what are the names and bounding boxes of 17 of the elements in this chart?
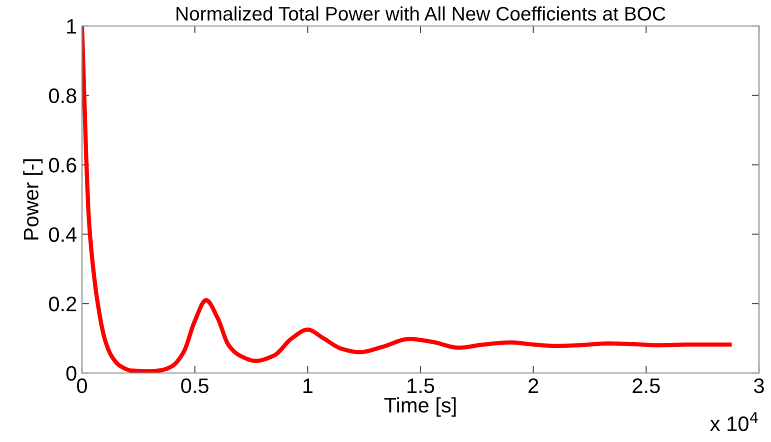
y-tick-label: 1 — [67, 19, 76, 34]
y-tick-label: 0.4 — [48, 227, 77, 242]
x-tick-label: 1.5 — [408, 378, 434, 394]
x-tick-label: 0.5 — [181, 378, 208, 394]
x-tick-label: 2.5 — [632, 378, 660, 394]
x-tick-label: 3 — [754, 378, 764, 394]
x-tick-label: 2 — [528, 378, 538, 393]
y-tick-label: 0 — [66, 366, 76, 381]
y-axis-title: Power [-] — [23, 159, 43, 240]
y-tick-label: 0.2 — [48, 296, 76, 312]
chart-title: Normalized Total Power with All New Coefficients at BOC — [176, 6, 666, 21]
x-tick-label: 1 — [303, 378, 312, 393]
x-axis-title: Time [s] — [384, 397, 456, 417]
text: x 10$^{4}$ — [710, 412, 758, 432]
y-tick-label: 0.6 — [48, 158, 76, 173]
x-tick-label: 0 — [77, 378, 87, 394]
y-tick-label: 0.8 — [48, 88, 76, 104]
